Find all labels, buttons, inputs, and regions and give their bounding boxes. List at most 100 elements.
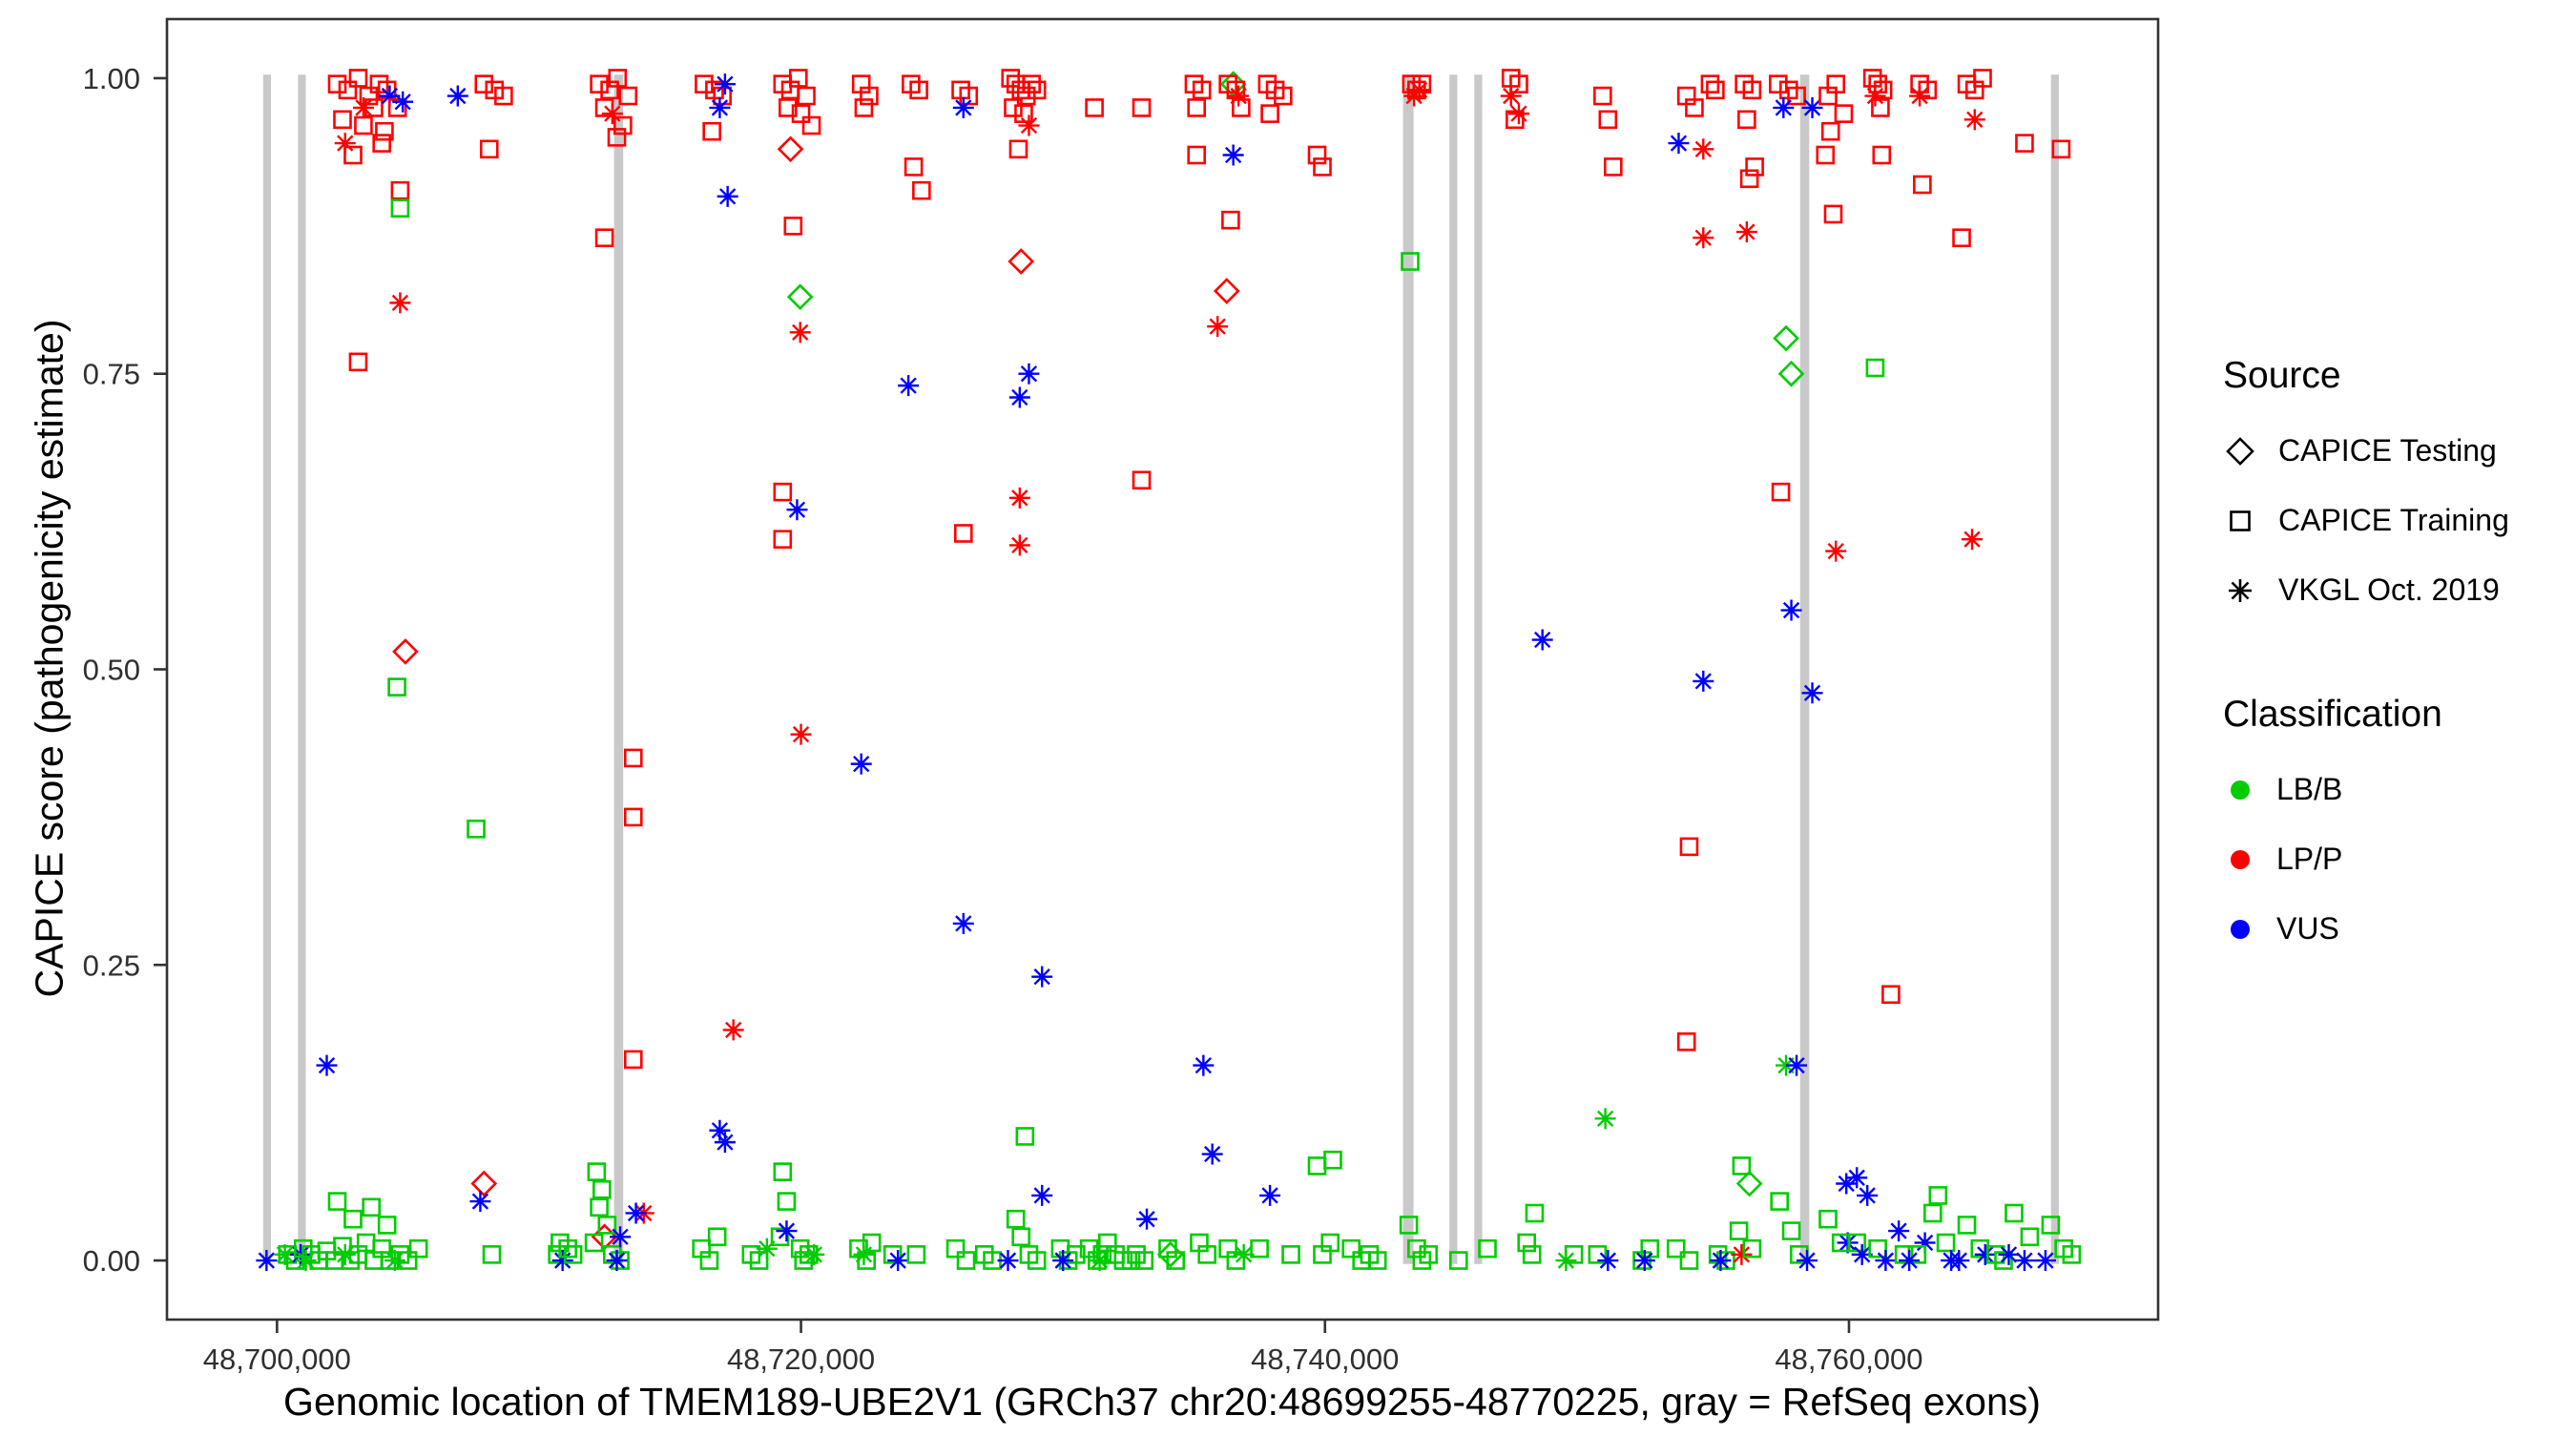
- data-point: [1679, 837, 1699, 857]
- data-point: [1693, 227, 1714, 249]
- data-point: [343, 145, 363, 165]
- exon-bar: [262, 74, 272, 1264]
- data-point: [906, 1245, 926, 1264]
- data-point: [1820, 121, 1840, 141]
- data-point: [1187, 98, 1206, 117]
- data-point: [1132, 98, 1152, 117]
- data-point: [474, 74, 494, 94]
- data-point: [408, 1238, 428, 1259]
- data-point: [1018, 363, 1040, 385]
- data-point: [773, 1162, 793, 1181]
- vus-dot-icon: [2231, 919, 2250, 939]
- data-point: [1797, 1250, 1818, 1272]
- data-point: [590, 74, 609, 94]
- data-point: [1909, 85, 1931, 107]
- data-point: [749, 1251, 769, 1270]
- data-point: [1004, 98, 1023, 117]
- data-point: [1729, 1221, 1749, 1240]
- data-point: [608, 69, 628, 88]
- data-point: [348, 69, 368, 88]
- data-point: [1260, 104, 1279, 123]
- data-point: [1011, 1227, 1031, 1247]
- data-point: [1693, 138, 1714, 160]
- data-point: [2013, 1250, 2035, 1272]
- square-icon: [2230, 510, 2251, 531]
- data-point: [334, 133, 356, 155]
- legend-item-label: LP/P: [2276, 842, 2343, 876]
- y-axis-label: CAPICE score (pathogenicity estimate): [27, 319, 72, 998]
- data-point: [1928, 1186, 1948, 1205]
- data-point: [1770, 1192, 1789, 1211]
- data-point: [853, 1243, 875, 1265]
- data-point: [1871, 98, 1890, 117]
- data-point: [997, 1250, 1019, 1272]
- data-point: [777, 1192, 797, 1211]
- data-point: [1134, 1251, 1154, 1270]
- data-point: [1773, 96, 1795, 118]
- data-point: [1006, 74, 1026, 94]
- y-tick-label: 0.00: [83, 1244, 140, 1278]
- data-point: [2005, 1203, 2024, 1223]
- data-point: [904, 157, 924, 177]
- legend-item-label: VUS: [2276, 911, 2339, 946]
- data-point: [1781, 1221, 1801, 1240]
- data-point: [1668, 133, 1690, 155]
- data-point: [1888, 1220, 1910, 1242]
- data-point: [1027, 1251, 1047, 1270]
- data-point: [714, 73, 736, 95]
- data-point: [333, 110, 352, 130]
- data-point: [338, 80, 358, 100]
- data-point: [1136, 1208, 1158, 1230]
- y-tick-label: 1.00: [83, 62, 140, 95]
- data-point: [392, 638, 419, 665]
- exon-bar: [298, 74, 306, 1264]
- data-point: [327, 1192, 347, 1211]
- data-point: [384, 1250, 405, 1272]
- data-point: [327, 74, 347, 94]
- data-point: [387, 677, 406, 697]
- data-point: [1228, 85, 1250, 107]
- asterisk-icon: [2229, 578, 2252, 602]
- data-point: [2015, 134, 2034, 153]
- data-point: [1018, 114, 1040, 136]
- data-point: [2041, 1216, 2061, 1235]
- data-point: [601, 103, 623, 125]
- data-point: [1598, 110, 1618, 130]
- data-point: [707, 1227, 727, 1247]
- data-point: [1221, 210, 1240, 230]
- data-point: [1973, 69, 1992, 88]
- y-tick-label: 0.25: [83, 948, 140, 982]
- data-point: [354, 115, 373, 135]
- data-point: [1399, 1216, 1419, 1235]
- legend-item-capice-testing: CAPICE Testing: [2223, 416, 2566, 486]
- data-point: [1732, 1156, 1752, 1176]
- data-point: [854, 98, 874, 117]
- data-point: [1826, 74, 1846, 94]
- data-point: [883, 1245, 903, 1264]
- data-point: [1823, 204, 1843, 224]
- data-point: [776, 1220, 798, 1242]
- data-point: [1022, 74, 1041, 94]
- data-point: [1875, 1250, 1897, 1272]
- data-point: [1507, 103, 1529, 125]
- data-point: [372, 134, 391, 153]
- legend-classification-title: Classification: [2223, 694, 2442, 735]
- data-point: [482, 1245, 502, 1264]
- exon-bar: [2050, 74, 2059, 1264]
- data-point: [1836, 1173, 1858, 1195]
- data-point: [1522, 1245, 1542, 1264]
- data-point: [274, 1243, 296, 1265]
- data-point: [1015, 1127, 1035, 1146]
- data-point: [1207, 316, 1229, 338]
- data-point: [1872, 145, 1892, 165]
- data-point: [375, 121, 394, 141]
- data-point: [1419, 1245, 1439, 1264]
- data-point: [699, 1251, 719, 1270]
- data-point: [1011, 80, 1031, 100]
- data-point: [1963, 109, 1985, 131]
- x-axis-label: Genomic location of TMEM189-UBE2V1 (GRCh…: [283, 1380, 2041, 1424]
- data-point: [756, 1238, 778, 1259]
- data-point: [623, 1050, 643, 1070]
- data-point: [1449, 1251, 1468, 1270]
- data-point: [1816, 145, 1836, 165]
